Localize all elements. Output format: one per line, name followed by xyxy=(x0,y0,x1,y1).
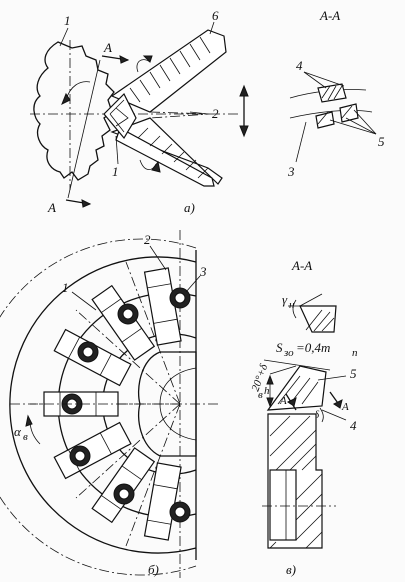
insert-right xyxy=(339,103,359,123)
label-feed-value-sub: n xyxy=(352,347,358,359)
section-v-left-arrow xyxy=(287,397,297,407)
figure-v: А-А γ н S зо =0,4m n 20°+δ h в A A xyxy=(250,258,358,577)
figure-b: 1 2 3 α в б) xyxy=(0,230,220,578)
label-body-3: 3 xyxy=(287,164,295,179)
feed-line xyxy=(263,359,331,371)
label-h: h xyxy=(264,385,270,397)
tool-rotation-bottom-head xyxy=(151,160,161,173)
leader-1-top xyxy=(59,27,69,47)
gamma-line xyxy=(299,293,323,307)
section-curve-lower xyxy=(289,109,373,119)
label-feed-sub: зо xyxy=(283,347,294,359)
h-arrow-bottom xyxy=(266,397,274,408)
leader-1-bottom xyxy=(115,135,119,165)
label-gamma-sub: н xyxy=(289,299,295,311)
section-v-right-arrow xyxy=(333,399,343,409)
tool-upper-hatch xyxy=(129,36,211,103)
hub xyxy=(137,351,197,457)
caption-b: б) xyxy=(148,562,159,577)
label-section-a-lower: A xyxy=(47,200,56,215)
insert-hatch xyxy=(317,105,353,125)
cutter-tooth xyxy=(266,365,327,411)
leader-5c xyxy=(353,109,377,135)
caption-v: в) xyxy=(286,562,296,577)
tool-rotation-top xyxy=(136,59,151,73)
figure-a: 1 6 2 1 A A а) А-А 4 5 3 xyxy=(30,8,385,215)
tool-lower-arm-outer xyxy=(115,127,215,187)
gamma-wedge xyxy=(299,305,337,333)
label-gamma: γ xyxy=(282,292,288,307)
leader-2 xyxy=(189,111,209,115)
tooth-ext-line xyxy=(269,365,297,375)
tool-tip xyxy=(103,92,137,140)
caption-a: а) xyxy=(184,200,195,215)
alpha-arrow xyxy=(25,414,33,427)
gear-outline xyxy=(33,41,115,181)
label-edge-5: 5 xyxy=(350,366,357,381)
leader-b1 xyxy=(71,291,97,311)
label-section-a: A xyxy=(103,40,112,55)
radial-rays xyxy=(30,261,181,547)
insert-top-hatch xyxy=(321,85,343,101)
gear-rotation-arrowhead xyxy=(61,92,71,106)
leader-b2 xyxy=(149,245,167,271)
leader-6 xyxy=(209,21,215,35)
section-aa-title-v: А-А xyxy=(291,258,312,273)
label-feed-value: =0,4m xyxy=(296,340,330,355)
label-section-v-left: A xyxy=(279,395,287,407)
label-insert: 2 xyxy=(144,232,151,247)
label-insert-top: 4 xyxy=(296,58,303,73)
tool-lower-arm xyxy=(110,117,223,185)
label-body-4: 4 xyxy=(350,418,357,433)
leader-v4 xyxy=(321,409,347,421)
delta-arc xyxy=(319,407,324,423)
leader-3 xyxy=(295,121,307,163)
gamma-arc xyxy=(292,299,297,319)
leader-5a xyxy=(345,117,377,135)
label-screw: 3 xyxy=(199,264,207,279)
section-aa-top: А-А 4 5 3 xyxy=(287,8,385,179)
label-h-sub: в xyxy=(258,389,263,401)
label-tip: 6 xyxy=(212,8,219,23)
gamma-hatch xyxy=(305,309,335,332)
blade-1 xyxy=(143,462,182,541)
tool-rotation-top-head xyxy=(142,55,153,63)
feed-arrow-up xyxy=(239,84,249,97)
label-delta: δ xyxy=(314,409,320,421)
section-arrow-top xyxy=(119,55,130,64)
tool-tip-detail xyxy=(109,99,129,133)
label-alpha-sub: в xyxy=(23,431,28,443)
feed-arrow-down xyxy=(239,125,249,138)
label-inserts: 5 xyxy=(378,134,385,149)
tool-lower-hatch xyxy=(137,127,209,179)
section-aa-title: А-А xyxy=(319,8,340,23)
tool-inner-v xyxy=(149,111,211,119)
label-section-v-right: A xyxy=(341,401,349,413)
body-outer xyxy=(9,256,197,554)
outer-circle-arc xyxy=(0,238,197,576)
label-circle: 1 xyxy=(62,280,69,295)
section-arrow-bottom xyxy=(81,199,92,208)
label-gear: 1 xyxy=(64,13,71,28)
leader-4 xyxy=(303,71,327,89)
leader-v5 xyxy=(317,375,347,381)
screw-icon xyxy=(61,287,191,523)
leader-b3 xyxy=(185,275,201,293)
label-tooth-edge: 1 xyxy=(112,164,119,179)
body-bore xyxy=(269,469,297,541)
body-section-hatch xyxy=(269,415,323,549)
leader-5b xyxy=(329,119,377,135)
label-alpha: α xyxy=(14,424,22,439)
label-tool-body: 2 xyxy=(212,106,219,121)
section-line-a xyxy=(67,59,101,199)
leader-4b xyxy=(303,71,345,87)
label-feed: S xyxy=(276,340,283,355)
tool-upper-arm xyxy=(110,29,227,113)
h-arrow-top xyxy=(266,374,274,385)
